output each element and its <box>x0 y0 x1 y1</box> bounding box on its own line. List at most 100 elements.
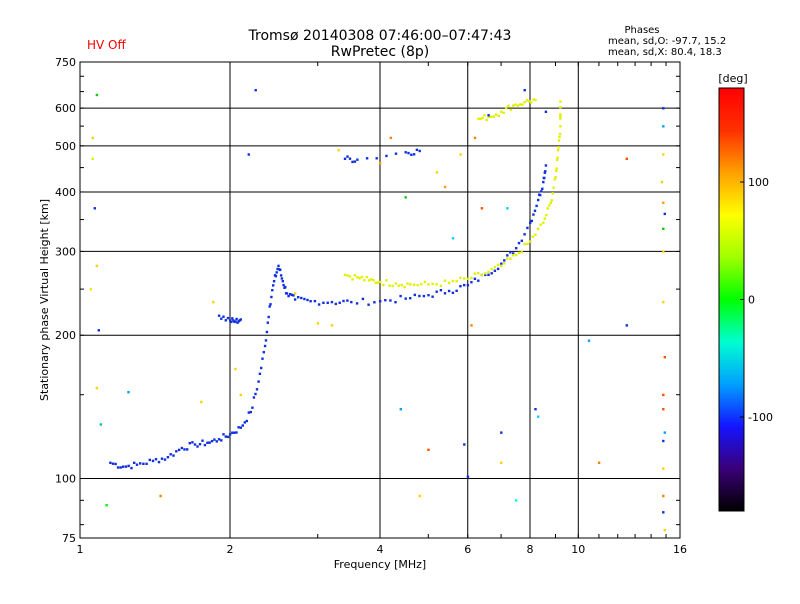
echo-point <box>293 298 297 301</box>
noise-point <box>662 201 665 204</box>
echo-point <box>523 242 526 246</box>
echo-point <box>360 275 364 279</box>
echo-point <box>409 283 412 286</box>
echo-point <box>254 392 257 396</box>
echo-point <box>520 251 523 254</box>
echo-point <box>543 171 546 174</box>
echo-point <box>556 156 559 159</box>
echo-point <box>262 351 265 354</box>
echo-point <box>257 380 260 383</box>
echo-point <box>130 466 133 470</box>
echo-point <box>252 396 256 399</box>
noise-point <box>663 431 666 434</box>
echo-point <box>512 104 515 107</box>
echo-point <box>276 267 279 271</box>
noise-point <box>534 408 537 411</box>
echo-point <box>496 267 500 271</box>
echo-point <box>509 257 512 260</box>
echo-point <box>290 293 294 297</box>
noise-point <box>463 443 466 446</box>
echo-point <box>382 283 385 287</box>
colorbar-frame <box>718 87 745 512</box>
echo-point <box>109 461 112 464</box>
echo-point <box>416 284 419 287</box>
data-points <box>89 89 666 532</box>
echo-point <box>535 204 538 208</box>
echo-point <box>531 235 534 238</box>
echo-point <box>517 251 521 254</box>
echo-point <box>367 279 371 282</box>
echo-point <box>127 464 130 468</box>
echo-point <box>282 283 285 287</box>
noise-point <box>389 136 392 140</box>
noise-point <box>662 125 665 128</box>
echo-point <box>529 240 532 243</box>
x-tick-label: 16 <box>673 543 687 556</box>
echo-point <box>175 450 178 453</box>
plot-grid <box>80 62 680 538</box>
echo-point <box>549 201 552 204</box>
echo-point <box>399 294 402 298</box>
echo-point <box>374 281 377 284</box>
echo-point <box>166 456 170 459</box>
echo-point <box>232 319 235 322</box>
echo-point <box>526 226 529 230</box>
echo-point <box>191 441 194 444</box>
echo-point <box>353 160 357 163</box>
echo-point <box>530 219 533 223</box>
echo-point <box>317 303 321 306</box>
noise-point <box>459 153 462 156</box>
noise-point <box>89 288 92 291</box>
echo-point <box>213 438 216 441</box>
echo-point <box>423 280 427 284</box>
noise-point <box>662 227 665 230</box>
echo-point <box>555 169 558 172</box>
echo-point <box>280 277 284 280</box>
echo-point <box>266 321 269 324</box>
echo-point <box>365 157 369 160</box>
echo-point <box>451 291 455 294</box>
echo-point <box>231 317 234 320</box>
echo-point <box>515 247 518 250</box>
echo-point <box>122 465 125 468</box>
echo-point <box>490 272 493 275</box>
echo-point <box>556 149 560 152</box>
echo-point <box>487 115 490 119</box>
echo-point <box>269 303 272 306</box>
echo-point <box>466 284 470 287</box>
echo-point <box>520 239 523 242</box>
echo-point <box>484 272 487 275</box>
echo-point <box>526 242 529 246</box>
y-tick-label: 300 <box>55 245 76 258</box>
noise-point <box>91 157 94 160</box>
echo-point <box>439 284 443 287</box>
echo-point <box>114 462 117 466</box>
echo-point <box>116 466 120 469</box>
echo-point <box>249 410 252 414</box>
echo-point <box>544 170 547 173</box>
echo-point <box>142 462 145 465</box>
echo-point <box>484 273 487 277</box>
echo-point <box>300 296 303 300</box>
echo-point <box>247 411 250 414</box>
noise-point <box>500 431 503 434</box>
echo-point <box>229 319 232 322</box>
echo-point <box>348 275 352 278</box>
echo-point <box>523 233 526 236</box>
echo-point <box>230 320 233 324</box>
echo-point <box>376 281 380 284</box>
echo-point <box>183 448 186 451</box>
echo-point <box>255 388 259 391</box>
echo-point <box>196 445 199 448</box>
echo-point <box>557 146 560 149</box>
colorbar-ticks: -100 0 100 <box>718 87 773 512</box>
echo-point <box>338 301 341 304</box>
echo-point <box>385 279 388 282</box>
echo-point <box>512 252 515 255</box>
echo-point <box>493 269 497 272</box>
noise-point <box>473 136 477 140</box>
echo-point <box>443 292 447 295</box>
y-tick-label: 200 <box>55 329 76 342</box>
echo-point <box>463 283 466 287</box>
